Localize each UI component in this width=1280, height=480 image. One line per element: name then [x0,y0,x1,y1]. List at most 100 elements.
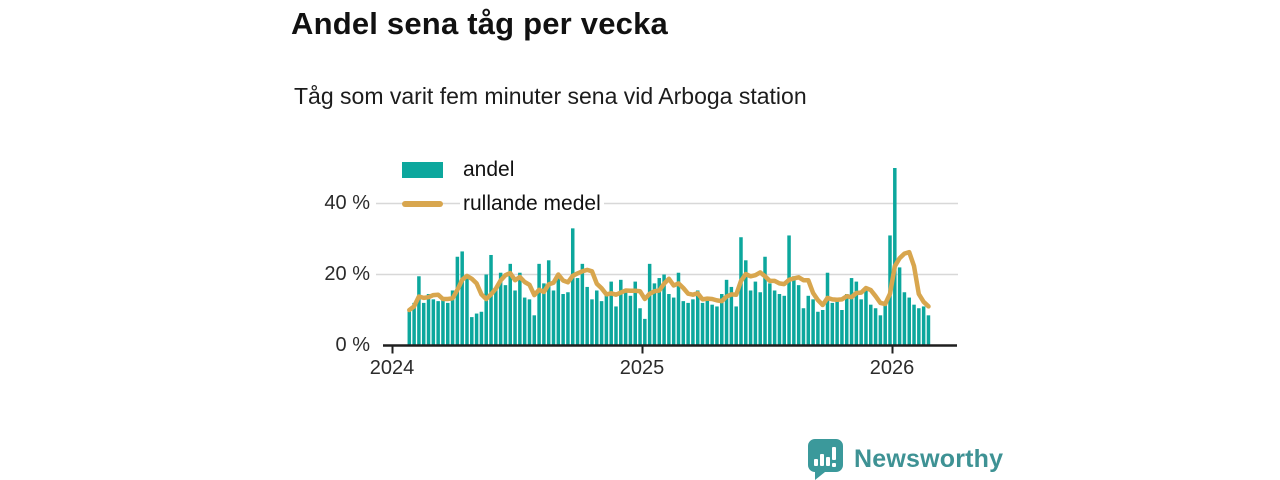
legend-item-rullande-medel: rullande medel [402,191,604,217]
bar-week-29 [546,260,551,346]
bar-week-74 [763,256,767,346]
y-tick-label-20: 20 % [324,263,370,285]
bar-week-18 [494,288,498,346]
bar-week-14 [474,313,479,346]
bar-week-45 [623,290,628,346]
bar-week-30 [551,290,556,346]
bar-week-85 [816,311,820,346]
bar-week-46 [628,295,633,346]
bar-week-56 [676,272,681,346]
bar-week-62 [705,297,710,346]
x-tick-label-2025: 2025 [619,357,665,379]
bar-week-69 [739,237,743,346]
bar-week-59 [691,299,695,346]
bar-week-1 [412,302,416,346]
bar-week-68 [734,306,738,346]
bar-week-79 [787,235,791,346]
newsworthy-logo-icon [808,439,843,480]
bar-week-78 [782,295,786,346]
bar-week-71 [748,290,753,346]
bar-week-19 [498,272,503,346]
bar-week-87 [825,272,830,346]
bar-week-6 [436,301,440,346]
bar-week-104 [907,297,911,346]
bar-week-91 [844,294,849,346]
bar-week-11 [460,251,464,346]
bar-week-33 [566,292,570,346]
bar-week-48 [638,308,642,346]
bar-week-10 [455,256,460,346]
bar-week-37 [585,286,589,346]
bar-week-90 [840,310,844,346]
bar-week-99 [883,304,887,346]
bar-week-31 [556,274,561,346]
bar-week-17 [489,254,493,346]
bar-week-105 [912,304,916,346]
bar-week-12 [465,278,469,346]
bar-week-97 [873,308,878,346]
bar-week-35 [575,278,580,346]
bar-week-92 [849,278,854,346]
bar-week-96 [869,304,873,346]
bar-week-107 [921,306,926,346]
bar-week-57 [681,301,686,346]
legend-label-andel: andel [460,158,518,182]
bar-week-38 [590,299,594,346]
bar-week-58 [686,302,690,346]
legend-item-andel: andel [402,157,518,183]
y-tick-label-0: 0 % [335,334,370,356]
bar-week-43 [614,306,618,346]
bar-week-39 [595,290,599,346]
bar-week-53 [662,274,666,346]
bar-week-81 [796,285,801,346]
legend-label-rullande-medel: rullande medel [460,192,604,216]
bar-week-26 [532,315,537,346]
x-axis-ticks [391,345,894,354]
bar-week-36 [580,263,585,346]
bar-week-102 [897,267,902,346]
x-tick-label-2026: 2026 [869,357,915,379]
bar-week-66 [724,279,729,346]
bar-week-94 [859,299,863,346]
bar-week-42 [609,281,613,346]
bar-week-2 [417,276,421,346]
bar-week-83 [806,295,811,346]
bar-week-28 [542,283,546,346]
bar-week-3 [421,302,426,346]
bar-week-40 [599,301,604,346]
bar-week-49 [643,318,647,346]
bar-week-7 [441,297,445,346]
bar-week-15 [479,311,484,346]
bar-week-47 [633,281,637,346]
y-tick-label-40: 40 % [324,192,370,214]
bar-week-54 [667,294,671,346]
page-subtitle: Tåg som varit fem minuter sena vid Arbog… [294,83,807,109]
bar-week-13 [470,317,474,346]
bar-week-9 [450,290,455,346]
legend-bar-swatch [402,162,443,178]
bar-week-70 [744,260,748,346]
bar-week-65 [720,294,724,346]
bar-week-21 [508,263,512,346]
bar-week-103 [902,292,907,346]
bar-week-88 [830,302,835,346]
rolling-mean-line [407,249,931,313]
bar-week-75 [768,283,772,346]
newsworthy-logo-text: Newsworthy [854,444,1004,473]
bar-week-106 [917,308,921,346]
newsworthy-logo[interactable]: Newsworthy [806,438,1003,480]
bar-week-63 [710,304,714,346]
bar-week-16 [484,274,488,346]
bar-week-101 [893,168,897,346]
bar-week-34 [570,228,575,346]
bar-week-22 [513,290,517,346]
bar-week-0 [407,310,412,346]
page-title: Andel sena tåg per vecka [291,6,668,41]
bar-week-27 [537,263,541,346]
bar-week-55 [671,297,676,346]
x-tick-label-2024: 2024 [369,357,415,379]
bar-week-77 [777,294,782,346]
bar-week-64 [715,306,719,346]
bar-week-95 [864,286,868,346]
